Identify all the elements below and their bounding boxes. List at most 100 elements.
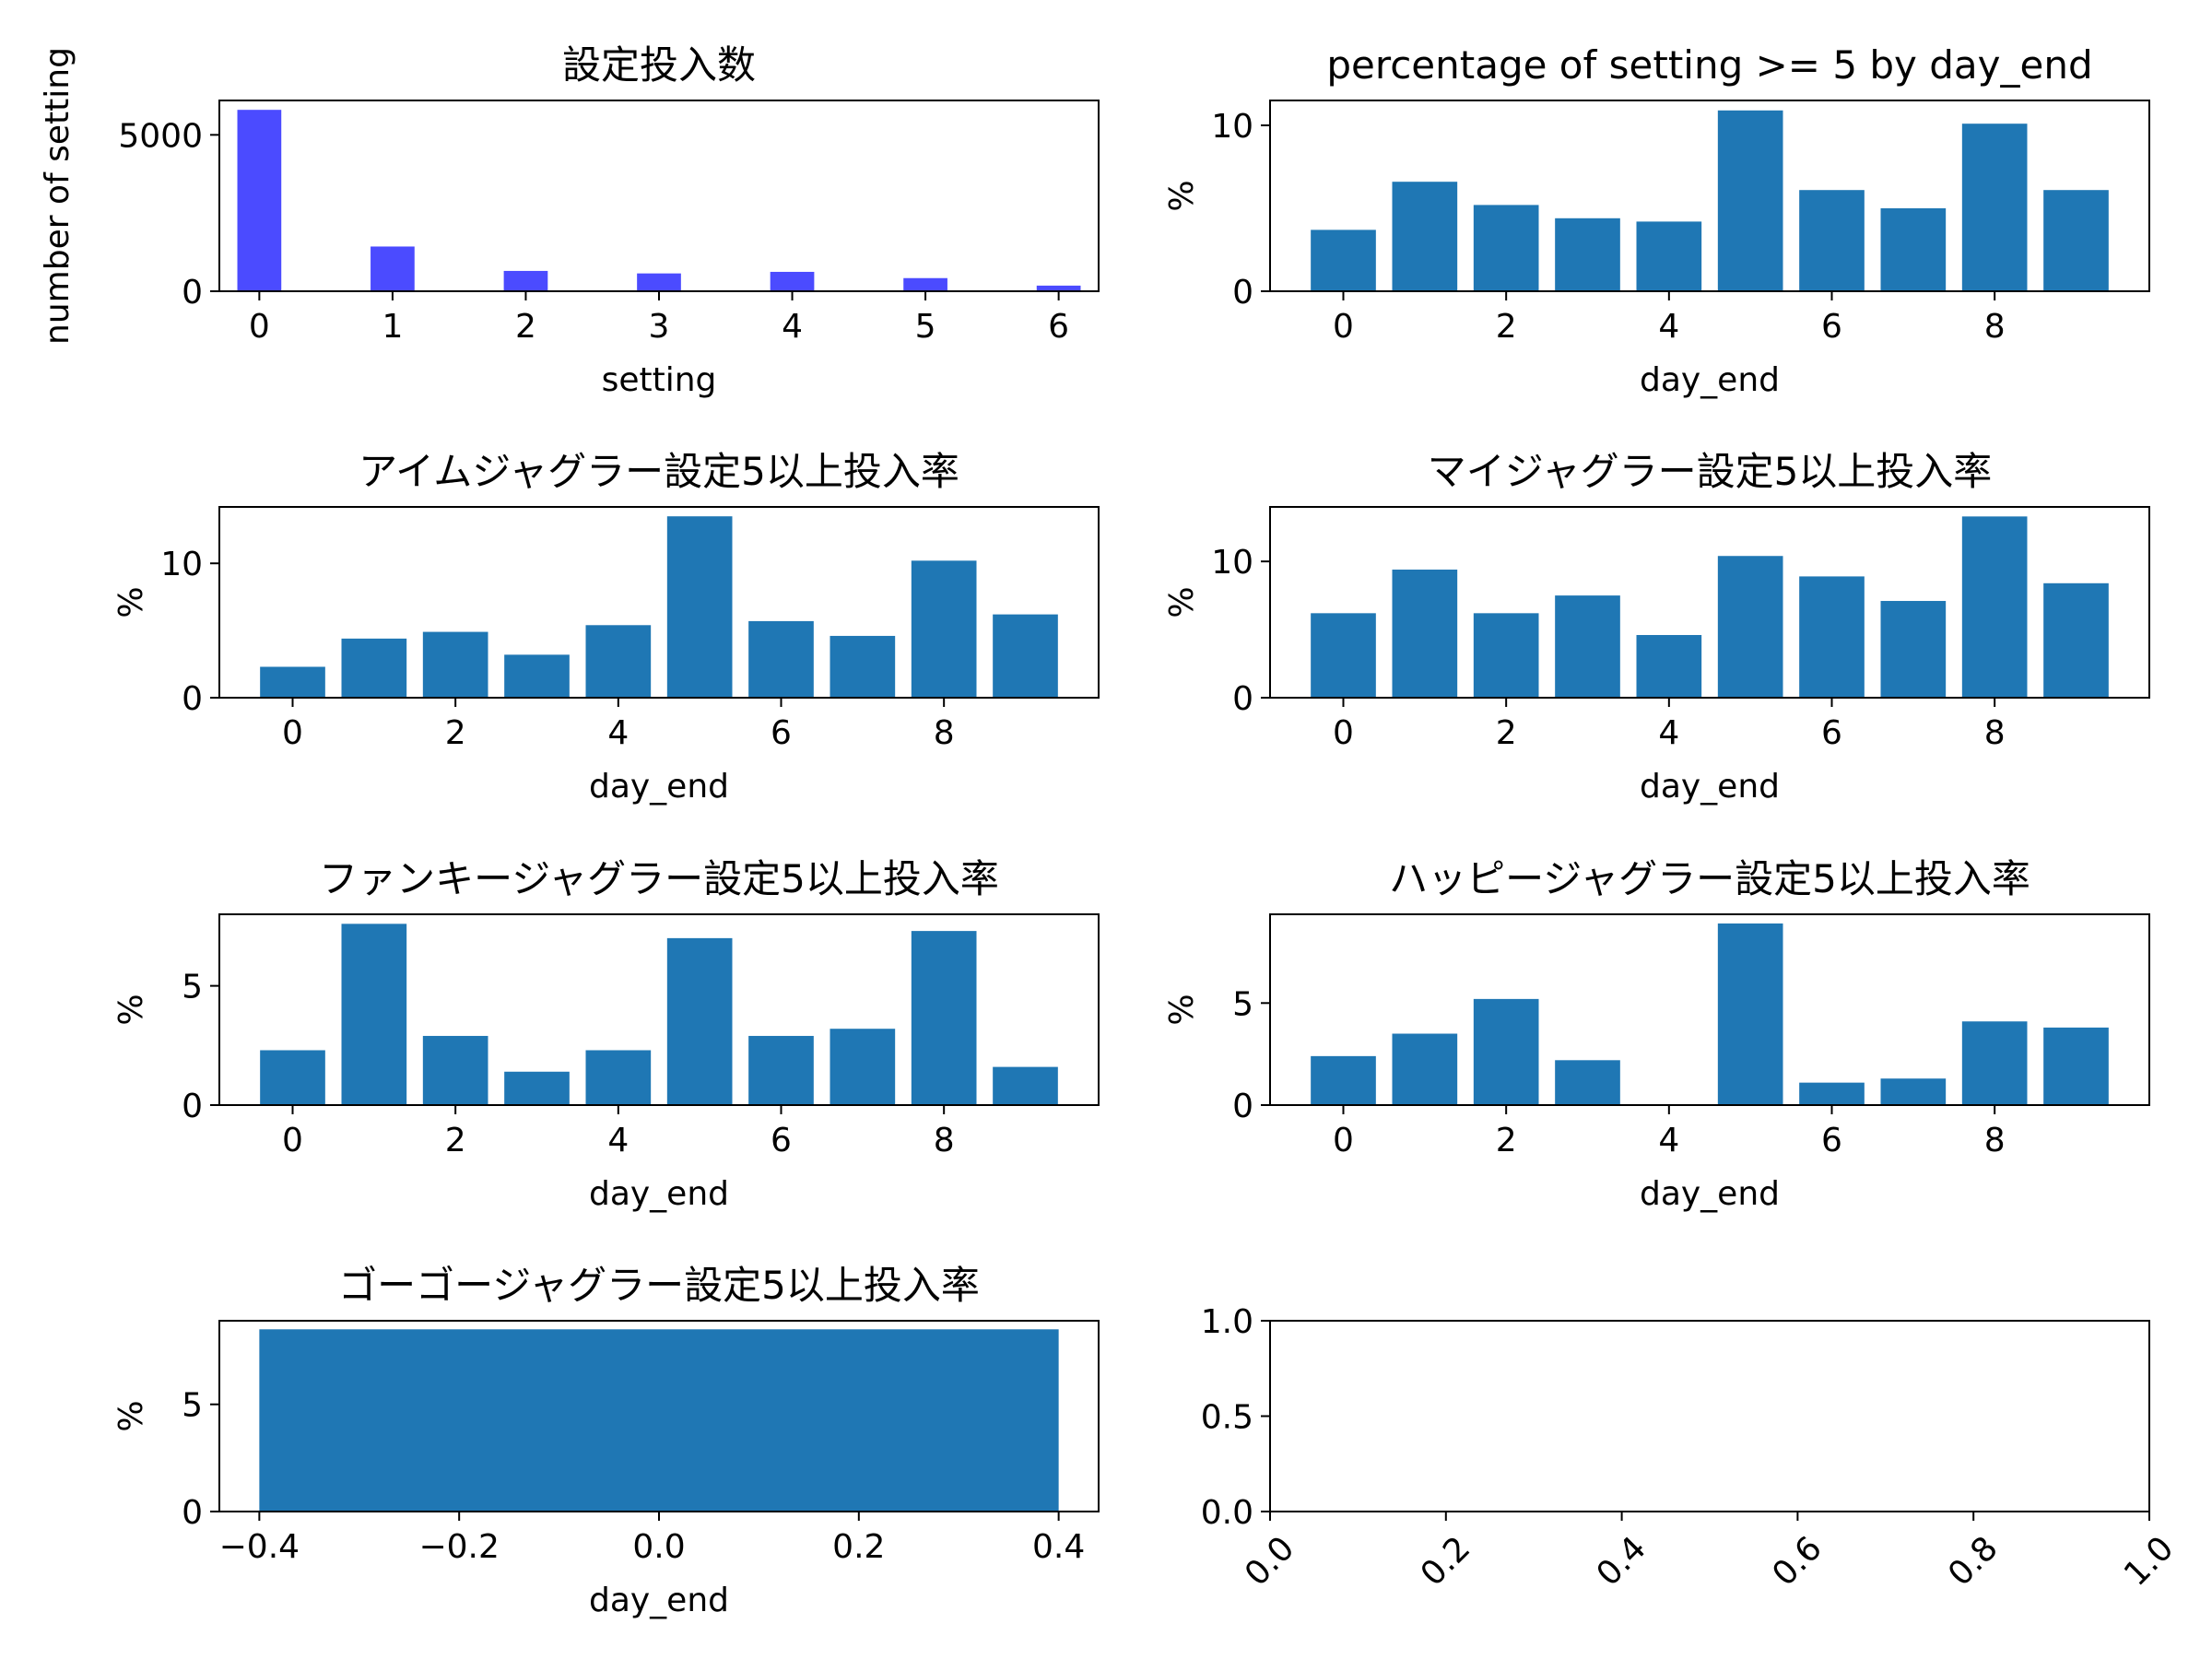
bar-1-1	[1392, 182, 1458, 291]
bar-5-8	[1961, 1021, 2028, 1105]
x-tick-label-3-4: 8	[1984, 714, 2006, 752]
x-tick-label-1-1: 2	[1496, 308, 1517, 346]
chart-title-5: ハッピージャグラー設定5以上投入率	[1389, 856, 2030, 901]
bar-4-0	[260, 1050, 325, 1105]
bar-4-5	[666, 937, 733, 1105]
x-tick-label-4-1: 2	[445, 1122, 466, 1159]
axes-frame-5	[1269, 913, 2150, 1106]
y-axis-label-1: %	[1163, 180, 1201, 211]
bar-4-1	[341, 924, 407, 1105]
x-tick-label-2-0: 0	[282, 714, 303, 752]
bar-6-0	[259, 1329, 1059, 1512]
y-axis-label-5: %	[1163, 994, 1201, 1025]
x-tick-label-3-0: 0	[1333, 714, 1354, 752]
bar-0-0	[237, 110, 282, 291]
axes-frame-2	[218, 506, 1100, 699]
x-tick-label-6-4: 0.4	[1032, 1528, 1085, 1566]
x-tick-label-1-3: 6	[1821, 308, 1842, 346]
bar-0-3	[637, 273, 681, 291]
bar-4-6	[748, 1035, 814, 1105]
bar-2-6	[748, 620, 814, 698]
y-tick-label-6-0: 0	[182, 1494, 203, 1532]
x-tick-label-2-3: 6	[771, 714, 792, 752]
x-tick-label-4-0: 0	[282, 1122, 303, 1159]
x-tick-label-4-4: 8	[934, 1122, 955, 1159]
bar-4-3	[504, 1071, 570, 1105]
chart-title-3: マイジャグラー設定5以上投入率	[1428, 449, 1993, 494]
x-tick-label-7-5: 1.0	[2117, 1529, 2181, 1593]
bar-5-7	[1880, 1078, 1947, 1105]
bar-4-2	[422, 1035, 488, 1105]
y-tick-label-7-0: 0.0	[1201, 1494, 1253, 1532]
y-tick-label-5-0: 0	[1232, 1088, 1253, 1125]
y-tick-label-2-1: 10	[160, 546, 203, 583]
y-tick-label-3-1: 10	[1211, 544, 1253, 582]
x-tick-label-0-1: 1	[382, 308, 403, 346]
x-tick-label-2-4: 8	[934, 714, 955, 752]
y-axis-label-4: %	[112, 994, 150, 1025]
x-axis-label-6: day_end	[589, 1582, 729, 1619]
chart-title-2: アイムジャグラー設定5以上投入率	[359, 449, 959, 494]
bar-2-5	[666, 516, 733, 698]
x-tick-label-1-2: 4	[1658, 308, 1679, 346]
bar-1-7	[1880, 208, 1947, 291]
bar-5-3	[1555, 1060, 1620, 1105]
bar-2-1	[341, 638, 407, 698]
bar-2-8	[911, 560, 977, 698]
bar-4-7	[830, 1029, 896, 1105]
chart-title-4: ファンキージャグラー設定5以上投入率	[319, 856, 999, 901]
x-tick-label-5-3: 6	[1821, 1122, 1842, 1159]
bar-2-4	[585, 625, 652, 698]
y-tick-label-0-0: 0	[182, 274, 203, 312]
bar-3-7	[1880, 601, 1947, 698]
bar-3-3	[1555, 595, 1620, 698]
bar-3-4	[1636, 634, 1702, 698]
x-tick-label-6-1: −0.2	[418, 1528, 499, 1566]
x-tick-label-4-3: 6	[771, 1122, 792, 1159]
bar-1-9	[2043, 190, 2109, 291]
bar-3-1	[1392, 570, 1458, 698]
y-tick-label-7-2: 1.0	[1201, 1303, 1253, 1341]
axes-frame-1	[1269, 100, 2150, 292]
axes-frame-4	[218, 913, 1100, 1106]
axes-frame-7	[1269, 1320, 2150, 1512]
x-tick-label-0-3: 3	[649, 308, 670, 346]
bar-4-9	[993, 1066, 1058, 1105]
x-axis-label-1: day_end	[1640, 361, 1780, 399]
x-axis-label-2: day_end	[589, 768, 729, 806]
x-tick-label-6-0: −0.4	[219, 1528, 300, 1566]
y-axis-label-2: %	[112, 586, 150, 618]
bar-1-5	[1717, 110, 1783, 291]
bar-0-4	[770, 271, 815, 291]
x-tick-label-2-2: 4	[607, 714, 629, 752]
bar-5-6	[1799, 1082, 1865, 1105]
x-tick-label-5-1: 2	[1496, 1122, 1517, 1159]
x-tick-label-7-0: 0.0	[1238, 1529, 1301, 1593]
bar-3-6	[1799, 576, 1865, 698]
x-tick-label-5-4: 8	[1984, 1122, 2006, 1159]
x-tick-label-3-2: 4	[1658, 714, 1679, 752]
x-tick-label-0-0: 0	[249, 308, 270, 346]
x-tick-label-1-4: 8	[1984, 308, 2006, 346]
bar-1-6	[1799, 190, 1865, 291]
y-tick-label-5-1: 5	[1232, 985, 1253, 1023]
chart-title-6: ゴーゴージャグラー設定5以上投入率	[338, 1263, 980, 1308]
bar-5-5	[1717, 923, 1783, 1105]
y-tick-label-1-0: 0	[1232, 274, 1253, 312]
y-tick-label-3-0: 0	[1232, 680, 1253, 718]
x-tick-label-7-3: 0.6	[1765, 1529, 1829, 1593]
bar-5-2	[1473, 998, 1539, 1105]
y-axis-label-6: %	[112, 1400, 150, 1431]
bar-1-3	[1555, 218, 1620, 291]
bar-0-1	[371, 246, 415, 291]
bar-2-3	[504, 654, 570, 698]
bar-5-9	[2043, 1027, 2109, 1105]
x-tick-label-5-2: 4	[1658, 1122, 1679, 1159]
bar-1-4	[1636, 221, 1702, 291]
bar-5-1	[1392, 1033, 1458, 1105]
y-tick-label-4-1: 5	[182, 969, 203, 1006]
bar-4-8	[911, 931, 977, 1105]
y-tick-label-0-1: 5000	[118, 117, 203, 155]
x-tick-label-6-2: 0.0	[632, 1528, 685, 1566]
